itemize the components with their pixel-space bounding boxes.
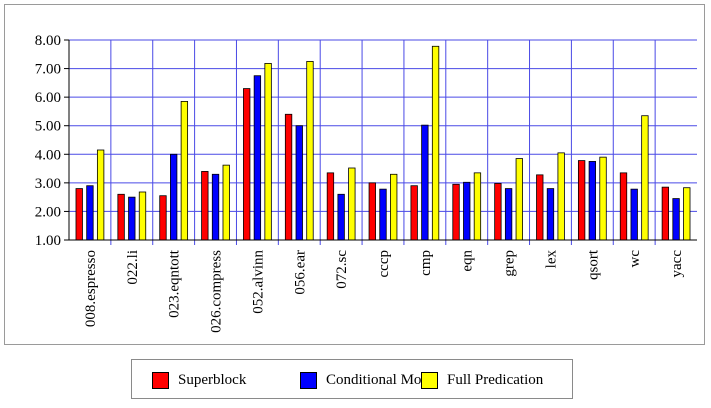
x-tick-label: cmp [418, 250, 434, 276]
y-tick-label: 8.00 [35, 33, 61, 49]
bar-1-5 [295, 125, 303, 241]
bar-1-8 [421, 124, 429, 241]
y-tick-label: 2.00 [35, 204, 61, 220]
bar-0-2 [159, 195, 167, 241]
chart-frame: 1.00 2.00 3.00 4.00 5.00 6.00 7.00 8.00 008.espr… [4, 4, 705, 345]
bar-2-12 [599, 156, 607, 241]
bar-2-4 [264, 63, 272, 241]
bar-1-13 [630, 188, 638, 241]
bar-1-11 [546, 188, 555, 241]
bar-1-7 [379, 188, 387, 241]
bar-0-0 [75, 188, 83, 241]
x-tick-label: cccp [376, 250, 392, 277]
bar-2-8 [431, 45, 440, 241]
bar-0-8 [410, 185, 418, 241]
x-tick-label: 026.compress [209, 250, 225, 333]
legend-swatch-superblock [152, 371, 169, 389]
x-tick-label: yacc [669, 250, 685, 278]
bar-2-10 [515, 158, 523, 241]
bar-0-4 [243, 88, 251, 241]
x-tick-label: 008.espresso [83, 250, 99, 327]
legend-swatch-full-predication [421, 371, 438, 389]
bar-1-3 [211, 173, 220, 241]
x-tick-label: wc [627, 250, 643, 268]
y-tick-label: 3.00 [35, 176, 61, 192]
x-tick-label: 023.eqntott [167, 249, 183, 318]
bar-1-6 [337, 193, 345, 241]
legend-label-full-predication: Full Predication [447, 371, 544, 388]
y-tick-label: 6.00 [35, 90, 61, 106]
bar-0-6 [326, 172, 335, 241]
legend-item-superblock: Superblock [152, 371, 246, 389]
bar-0-9 [452, 183, 460, 241]
bar-2-5 [306, 61, 314, 241]
y-tick-label: 4.00 [35, 147, 61, 163]
bar-2-2 [180, 101, 189, 241]
bar-1-9 [463, 181, 471, 241]
bar-2-11 [557, 152, 565, 241]
bar-2-1 [138, 191, 147, 241]
bar-0-12 [577, 160, 586, 241]
x-tick-label: grep [502, 250, 518, 277]
x-tick-label: lex [543, 250, 559, 269]
legend-label-conditional-move: Conditional Move [326, 371, 436, 388]
bar-1-4 [253, 75, 262, 241]
bar-0-3 [201, 171, 209, 241]
x-tick-label: 052.alvinn [250, 250, 266, 314]
bar-1-14 [672, 198, 680, 241]
bar-0-11 [536, 174, 544, 241]
bar-2-9 [473, 172, 482, 241]
legend-label-superblock: Superblock [178, 371, 247, 388]
bar-0-7 [368, 182, 376, 241]
bar-1-2 [170, 153, 178, 241]
bar-0-14 [661, 186, 670, 241]
bar-2-14 [683, 187, 691, 241]
x-tick-label: eqn [460, 250, 476, 272]
bar-2-0 [96, 149, 105, 241]
bar-2-3 [222, 164, 230, 241]
x-tick-label: 072.sc [334, 250, 350, 289]
bar-2-13 [641, 115, 649, 241]
x-tick-label: 022.li [125, 250, 141, 285]
bar-2-7 [390, 173, 398, 241]
legend-swatch-conditional-move [300, 371, 317, 389]
legend-item-conditional-move: Conditional Move [300, 371, 436, 389]
bar-2-6 [348, 167, 356, 241]
x-tick-label: qsort [585, 249, 601, 280]
y-tick-label: 7.00 [35, 62, 61, 78]
bar-0-10 [494, 183, 502, 241]
y-tick-label: 5.00 [35, 119, 61, 135]
bar-0-13 [619, 172, 628, 241]
bar-1-10 [504, 188, 513, 241]
legend-item-full-predication: Full Predication [421, 371, 543, 389]
bar-1-12 [588, 161, 596, 241]
chart-legend: Superblock Conditional Move Full Predica… [131, 359, 573, 399]
y-tick-label: 1.00 [35, 233, 61, 249]
bar-0-1 [117, 193, 125, 241]
x-tick-label: 056.ear [292, 250, 308, 295]
bar-0-5 [284, 113, 293, 241]
bar-1-0 [86, 185, 94, 241]
bar-1-1 [128, 196, 136, 241]
bar-chart: 1.00 2.00 3.00 4.00 5.00 6.00 7.00 8.00 008.espr… [35, 33, 697, 333]
